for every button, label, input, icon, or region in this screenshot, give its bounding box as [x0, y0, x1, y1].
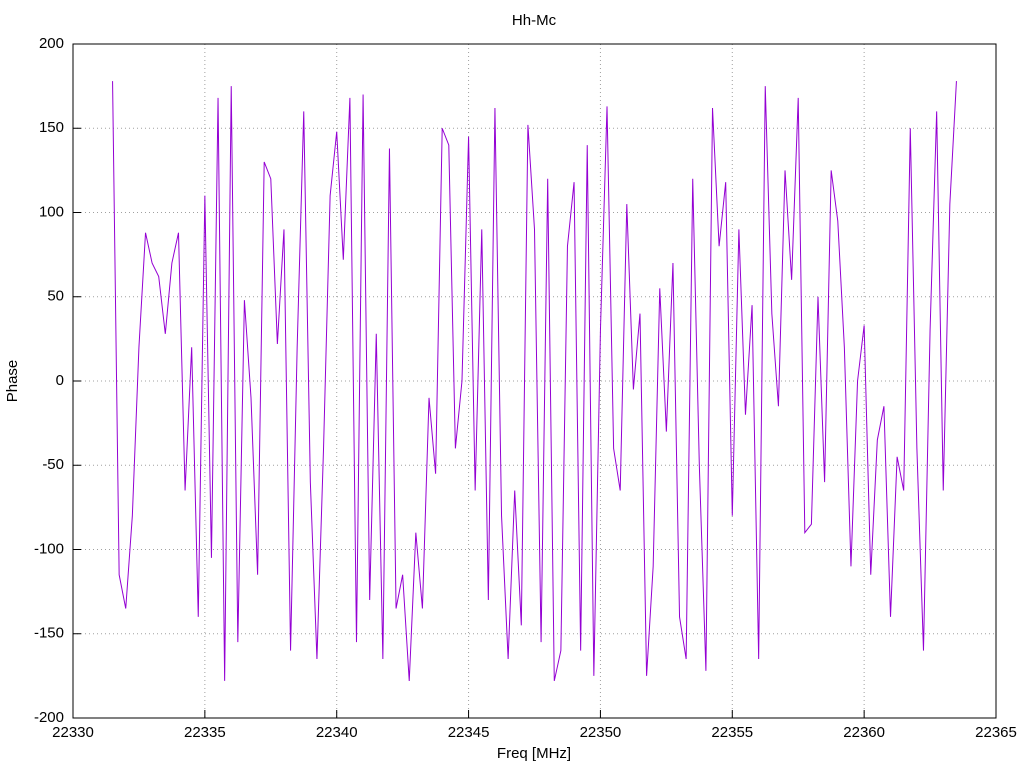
y-tick-label: -50 — [42, 456, 64, 473]
data-line — [112, 81, 957, 682]
x-axis-label: Freq [MHz] — [497, 745, 571, 762]
x-tick-label: 22340 — [316, 724, 358, 741]
plot-frame — [72, 43, 997, 719]
y-tick-label: -150 — [34, 625, 64, 642]
y-tick-label: 200 — [39, 35, 64, 52]
y-tick-label: -200 — [34, 709, 64, 726]
x-tick-label: 22365 — [975, 724, 1017, 741]
x-tick-label: 22335 — [184, 724, 226, 741]
chart-title: Hh-Mc — [512, 12, 557, 29]
x-tick-label: 22350 — [580, 724, 622, 741]
y-tick-label: 50 — [47, 288, 64, 305]
x-tick-label: 22330 — [52, 724, 94, 741]
y-axis-label: Phase — [4, 360, 21, 403]
y-tick-label: 0 — [56, 372, 64, 389]
x-tick-label: 22360 — [843, 724, 885, 741]
x-tick-label: 22355 — [711, 724, 753, 741]
y-tick-label: -100 — [34, 540, 64, 557]
y-tick-label: 150 — [39, 119, 64, 136]
x-tick-label: 22345 — [448, 724, 490, 741]
y-tick-label: 100 — [39, 203, 64, 220]
